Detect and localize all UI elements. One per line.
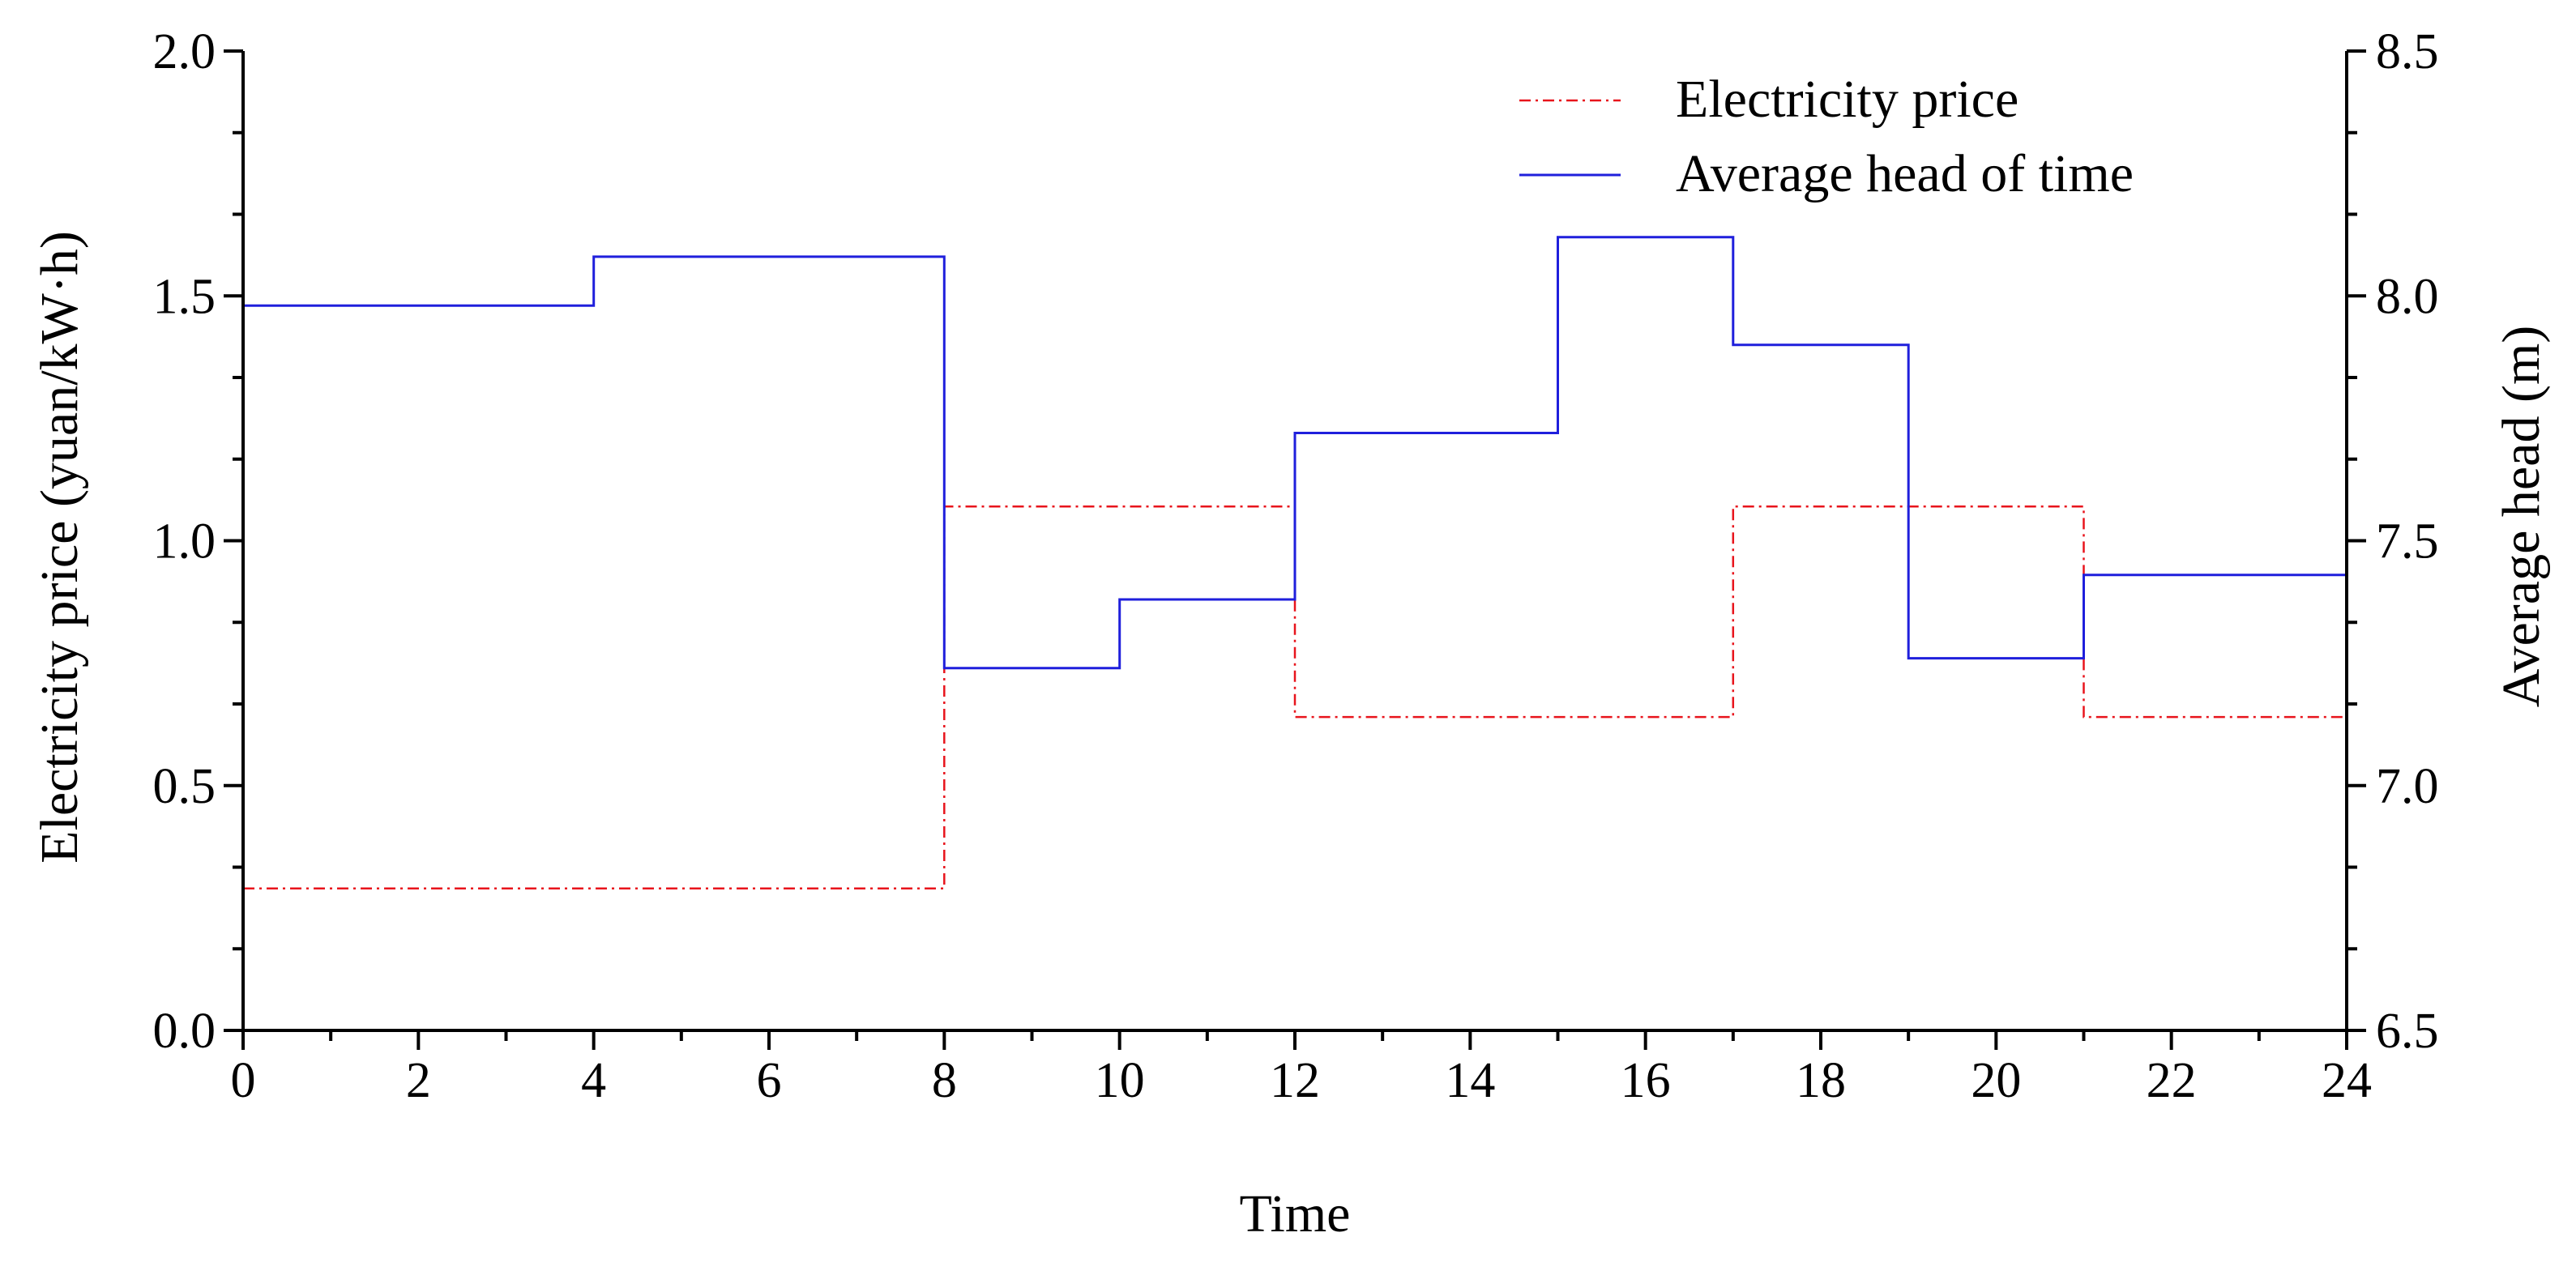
y-right-tick-label: 8.5 bbox=[2376, 24, 2439, 79]
ticks-layer bbox=[224, 49, 2366, 1050]
x-tick-label: 2 bbox=[406, 1053, 431, 1108]
y-right-tick-label: 6.5 bbox=[2376, 1004, 2439, 1059]
x-tick-label: 6 bbox=[757, 1053, 782, 1108]
x-tick-label: 0 bbox=[231, 1053, 256, 1108]
y-left-tick-label: 1.0 bbox=[153, 514, 216, 569]
labels-layer: 0 2 4 6 8 10 12 14 16 18 20 22 240.00.51.01.52.06.57… bbox=[30, 24, 2551, 1243]
x-tick-label: 12 bbox=[1270, 1053, 1320, 1108]
series-line-2 bbox=[243, 236, 2347, 670]
legend-label-1: Electricity price bbox=[1676, 70, 2019, 129]
x-tick-label: 18 bbox=[1796, 1053, 1846, 1108]
y-right-tick-label: 7.0 bbox=[2376, 759, 2439, 814]
y-left-tick-label: 1.5 bbox=[153, 269, 216, 324]
x-tick-label: 16 bbox=[1621, 1053, 1671, 1108]
y-left-tick-label: 0.5 bbox=[153, 759, 216, 814]
y-axis-right-title: Average head (m) bbox=[2492, 326, 2551, 708]
series-line-1 bbox=[243, 505, 2347, 889]
legend-label-2: Average head of time bbox=[1676, 144, 2134, 203]
y-right-tick-label: 7.5 bbox=[2376, 514, 2439, 569]
x-tick-label: 8 bbox=[932, 1053, 957, 1108]
series-layer bbox=[243, 236, 2347, 889]
x-tick-label: 14 bbox=[1445, 1053, 1495, 1108]
x-tick-label: 20 bbox=[1971, 1053, 2021, 1108]
x-tick-label: 24 bbox=[2322, 1053, 2372, 1108]
y-right-tick-label: 8.0 bbox=[2376, 269, 2439, 324]
legend: Electricity price Average head of time bbox=[1519, 70, 2134, 203]
x-tick-label: 10 bbox=[1095, 1053, 1145, 1108]
x-tick-label: 22 bbox=[2147, 1053, 2197, 1108]
y-axis-left-title: Electricity price (yuan/kW·h) bbox=[30, 231, 89, 864]
x-axis-title: Time bbox=[1240, 1184, 1351, 1243]
x-tick-label: 4 bbox=[581, 1053, 606, 1108]
y-left-tick-label: 2.0 bbox=[153, 24, 216, 79]
y-left-tick-label: 0.0 bbox=[153, 1004, 216, 1059]
